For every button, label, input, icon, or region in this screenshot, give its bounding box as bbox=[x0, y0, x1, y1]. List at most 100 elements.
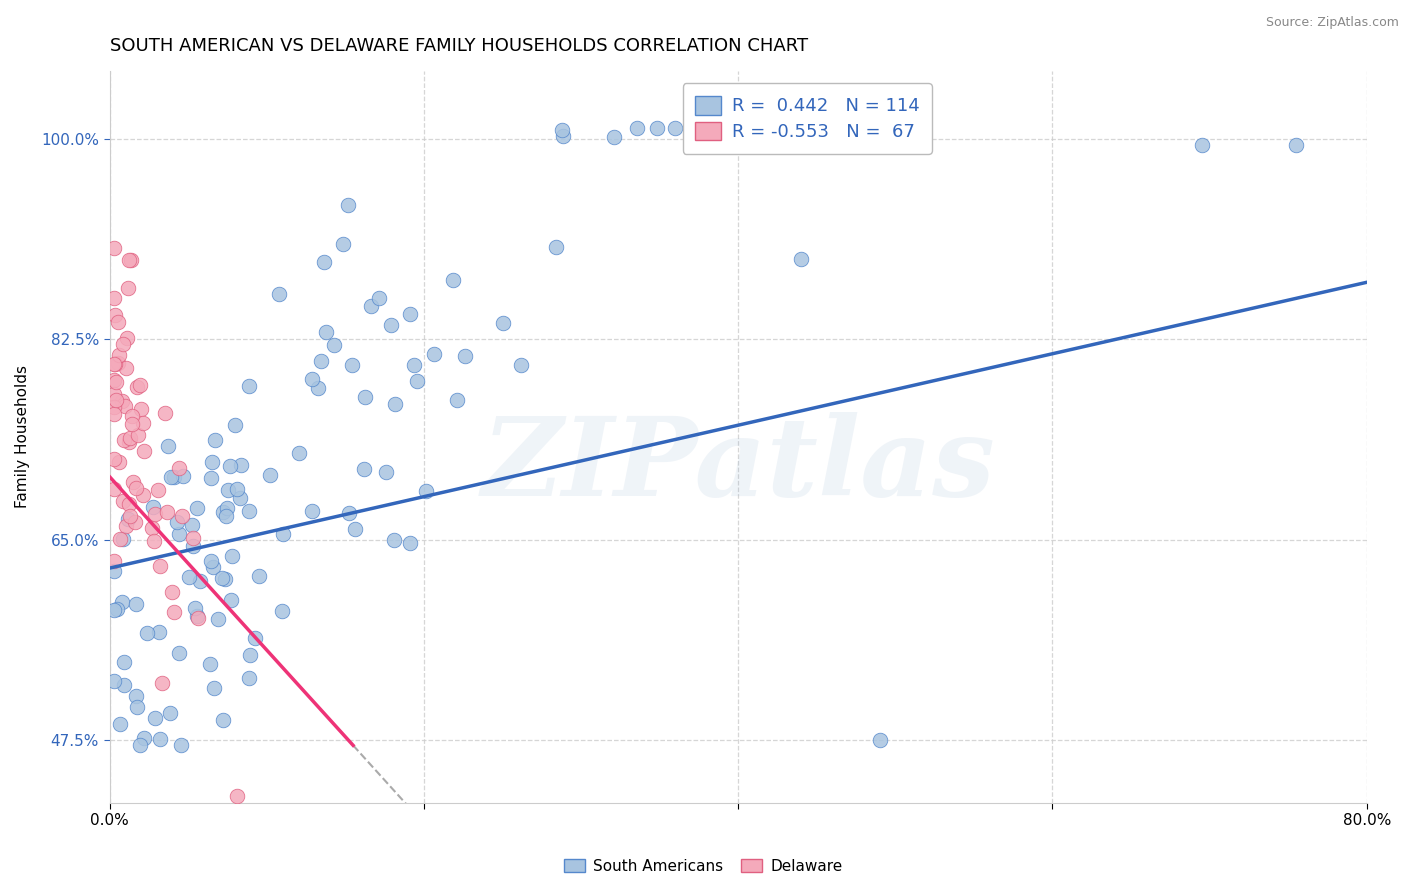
Point bbox=[181, 539, 204, 553]
Point bbox=[103, 673, 125, 688]
Point bbox=[446, 393, 468, 408]
Point bbox=[127, 700, 149, 714]
Point bbox=[212, 713, 235, 727]
Point bbox=[177, 570, 200, 584]
Point bbox=[382, 533, 405, 547]
Point bbox=[402, 358, 425, 372]
Point bbox=[415, 484, 437, 499]
Point bbox=[112, 433, 135, 447]
Point bbox=[112, 532, 135, 546]
Point bbox=[112, 678, 135, 692]
Point bbox=[124, 515, 146, 529]
Point bbox=[108, 455, 131, 469]
Text: ZIPatlas: ZIPatlas bbox=[481, 412, 995, 520]
Point bbox=[103, 564, 125, 578]
Point bbox=[142, 500, 165, 514]
Point bbox=[118, 431, 141, 445]
Text: SOUTH AMERICAN VS DELAWARE FAMILY HOUSEHOLDS CORRELATION CHART: SOUTH AMERICAN VS DELAWARE FAMILY HOUSEH… bbox=[110, 37, 807, 55]
Point bbox=[730, 120, 752, 135]
Point bbox=[127, 428, 149, 442]
Point bbox=[103, 407, 125, 421]
Point bbox=[818, 120, 841, 135]
Point bbox=[664, 120, 686, 135]
Legend: South Americans, Delaware: South Americans, Delaware bbox=[558, 853, 848, 880]
Point bbox=[441, 273, 464, 287]
Point bbox=[146, 483, 169, 497]
Point bbox=[132, 731, 155, 746]
Point bbox=[132, 444, 155, 458]
Point bbox=[307, 381, 329, 395]
Point bbox=[115, 331, 138, 345]
Point bbox=[238, 379, 260, 393]
Point bbox=[124, 481, 146, 495]
Point bbox=[103, 373, 125, 387]
Point bbox=[207, 612, 229, 626]
Point bbox=[122, 475, 145, 489]
Point bbox=[167, 527, 190, 541]
Point bbox=[103, 387, 125, 401]
Point bbox=[103, 482, 125, 496]
Point bbox=[221, 593, 243, 607]
Point bbox=[121, 417, 143, 431]
Point bbox=[332, 237, 354, 252]
Point bbox=[186, 608, 208, 623]
Point bbox=[153, 406, 176, 420]
Point bbox=[259, 467, 281, 482]
Point bbox=[245, 631, 267, 645]
Point bbox=[214, 572, 236, 586]
Point bbox=[217, 483, 239, 497]
Point bbox=[125, 597, 148, 611]
Point bbox=[200, 471, 222, 485]
Point bbox=[125, 380, 148, 394]
Point bbox=[454, 349, 477, 363]
Point bbox=[129, 402, 152, 417]
Legend: R =  0.442   N = 114, R = -0.553   N =  67: R = 0.442 N = 114, R = -0.553 N = 67 bbox=[683, 84, 932, 153]
Point bbox=[117, 281, 139, 295]
Point bbox=[551, 122, 574, 136]
Point bbox=[107, 315, 129, 329]
Point bbox=[344, 522, 367, 536]
Point bbox=[211, 571, 233, 585]
Point bbox=[869, 732, 891, 747]
Point bbox=[225, 482, 247, 496]
Point bbox=[103, 241, 125, 255]
Point bbox=[170, 509, 193, 524]
Point bbox=[340, 358, 363, 372]
Text: Source: ZipAtlas.com: Source: ZipAtlas.com bbox=[1265, 16, 1399, 29]
Point bbox=[301, 372, 323, 386]
Point bbox=[205, 841, 228, 855]
Point bbox=[111, 594, 134, 608]
Point bbox=[103, 451, 125, 466]
Point bbox=[323, 338, 346, 352]
Point bbox=[103, 291, 125, 305]
Point bbox=[108, 533, 131, 547]
Point bbox=[129, 377, 152, 392]
Point bbox=[187, 610, 209, 624]
Point bbox=[167, 647, 190, 661]
Point bbox=[103, 603, 125, 617]
Point bbox=[271, 526, 294, 541]
Point bbox=[204, 433, 226, 447]
Point bbox=[184, 858, 207, 872]
Point bbox=[188, 574, 211, 589]
Point bbox=[685, 120, 707, 135]
Point bbox=[166, 515, 188, 529]
Point bbox=[104, 393, 127, 408]
Point bbox=[312, 255, 335, 269]
Point bbox=[143, 711, 166, 725]
Point bbox=[157, 439, 180, 453]
Point bbox=[148, 625, 170, 640]
Point bbox=[238, 672, 260, 686]
Point bbox=[173, 469, 195, 483]
Point bbox=[492, 317, 515, 331]
Point bbox=[423, 347, 446, 361]
Point bbox=[374, 466, 396, 480]
Point bbox=[128, 739, 150, 753]
Point bbox=[108, 348, 131, 362]
Point bbox=[368, 291, 391, 305]
Point bbox=[117, 252, 139, 267]
Point bbox=[267, 286, 290, 301]
Point bbox=[181, 531, 204, 545]
Point bbox=[301, 504, 323, 518]
Point bbox=[184, 601, 207, 615]
